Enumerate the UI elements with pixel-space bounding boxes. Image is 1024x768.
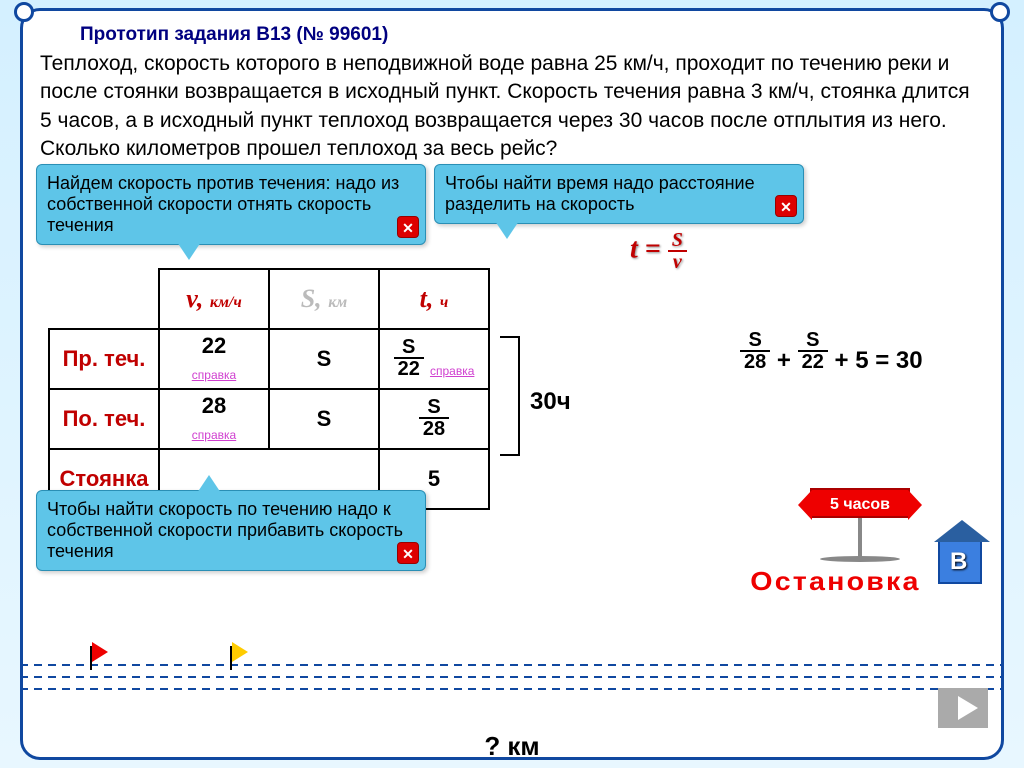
corner-tr bbox=[990, 2, 1010, 22]
wave-line bbox=[20, 676, 1004, 678]
equation: S28 + S22 + 5 = 30 bbox=[740, 330, 923, 375]
data-table: v, км/ч S, км t, ч Пр. теч. 22справка S … bbox=[48, 268, 490, 510]
flag-icon bbox=[232, 642, 248, 662]
flag-icon bbox=[92, 642, 108, 662]
callout-text: Чтобы найти время надо расстояние раздел… bbox=[445, 173, 755, 214]
next-button[interactable] bbox=[938, 688, 988, 728]
callout-time-formula: Чтобы найти время надо расстояние раздел… bbox=[434, 164, 804, 224]
stop-label: Остановка bbox=[750, 566, 920, 597]
wave-line bbox=[20, 688, 1004, 690]
stop-sign: 5 часов bbox=[810, 488, 910, 518]
close-icon[interactable]: ✕ bbox=[397, 542, 419, 564]
close-icon[interactable]: ✕ bbox=[775, 195, 797, 217]
ref-link[interactable]: справка bbox=[192, 368, 236, 382]
table-row: По. теч. 28справка S S28 bbox=[49, 389, 489, 449]
callout-text: Чтобы найти скорость по течению надо к с… bbox=[47, 499, 403, 561]
callout-text: Найдем скорость против течения: надо из … bbox=[47, 173, 399, 235]
thirty-hours: 30ч bbox=[530, 388, 571, 416]
wave-line bbox=[20, 664, 1004, 666]
formula-t-eq: t = S v bbox=[630, 230, 687, 272]
callout-with-current: Чтобы найти скорость по течению надо к с… bbox=[36, 490, 426, 571]
sign-pole bbox=[858, 518, 862, 558]
problem-text: Теплоход, скорость которого в неподвижно… bbox=[40, 50, 984, 163]
sign-base bbox=[820, 556, 900, 562]
brace-icon bbox=[500, 336, 520, 456]
house-letter: B bbox=[950, 548, 967, 576]
close-icon[interactable]: ✕ bbox=[397, 216, 419, 238]
prototype-title: Прототип задания B13 (№ 99601) bbox=[80, 24, 388, 46]
ref-link[interactable]: справка bbox=[430, 364, 474, 378]
callout-against-current: Найдем скорость против течения: надо из … bbox=[36, 164, 426, 245]
table-row: Пр. теч. 22справка S S22 справка bbox=[49, 329, 489, 389]
ref-link[interactable]: справка bbox=[192, 428, 236, 442]
corner-tl bbox=[14, 2, 34, 22]
question-km: ? км bbox=[0, 731, 1024, 762]
